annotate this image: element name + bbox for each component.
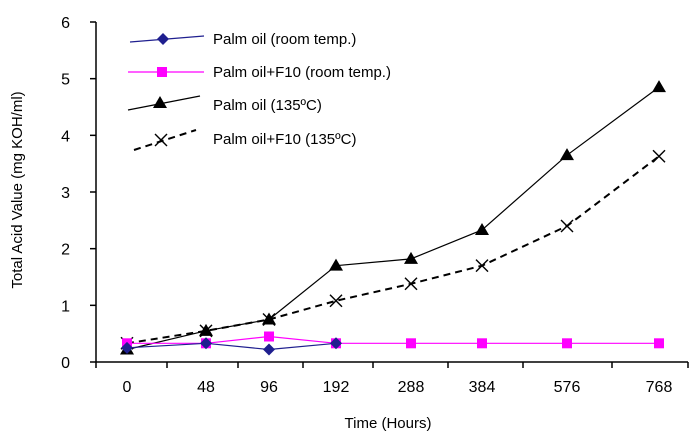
- legend-marker: [157, 33, 169, 45]
- data-point: [121, 341, 133, 354]
- x-tick-label: 768: [646, 379, 673, 396]
- series-line: [127, 335, 659, 344]
- x-axis-title: Time (Hours): [345, 415, 432, 432]
- y-ticks: 0 1 2 3 4 5 6: [61, 15, 96, 372]
- data-point: [652, 80, 666, 93]
- data-point: [406, 338, 416, 349]
- data-point: [264, 331, 274, 342]
- data-point: [200, 337, 212, 350]
- legend-item: Palm oil (room temp.): [129, 31, 356, 48]
- x-tick-label: 192: [323, 379, 350, 396]
- data-point: [330, 337, 342, 350]
- legend-label: Palm oil (room temp.): [213, 31, 356, 48]
- data-point: [475, 222, 489, 235]
- legend-label: Palm oil+F10 (room temp.): [213, 64, 391, 81]
- data-point: [262, 312, 276, 325]
- legend: Palm oil (room temp.) Palm oil+F10 (room …: [127, 31, 391, 151]
- y-tick-label: 4: [61, 128, 70, 145]
- y-tick-label: 3: [61, 185, 70, 202]
- x-tick-label: 288: [398, 379, 425, 396]
- y-tick-label: 1: [61, 298, 70, 315]
- data-point: [329, 294, 343, 308]
- x-tick-label: 96: [260, 379, 278, 396]
- x-tick-label: 48: [197, 379, 215, 396]
- y-tick-label: 0: [61, 355, 70, 372]
- data-point: [404, 277, 418, 291]
- series-3: [120, 80, 666, 355]
- data-point: [329, 258, 343, 271]
- y-tick-label: 2: [61, 242, 70, 259]
- data-point: [560, 219, 574, 233]
- y-axis-title: Total Acid Value (mg KOH/ml): [9, 91, 26, 288]
- x-tick-label: 0: [123, 379, 132, 396]
- legend-item: Palm oil+F10 (135ºC): [133, 129, 356, 151]
- data-point: [263, 343, 275, 356]
- series-line: [126, 342, 337, 351]
- legend-marker: [154, 133, 168, 147]
- data-point: [562, 338, 572, 349]
- data-point: [475, 259, 489, 273]
- data-point: [404, 251, 418, 264]
- x-ticks: 0 48 96 192 288 384 576 768: [95, 362, 689, 396]
- data-point: [477, 338, 487, 349]
- legend-marker: [157, 67, 167, 77]
- series: [120, 80, 666, 356]
- legend-item: Palm oil (135ºC): [127, 95, 322, 114]
- data-point: [560, 148, 574, 161]
- data-point: [652, 149, 666, 163]
- y-tick-label: 6: [61, 15, 70, 32]
- series-4: [120, 149, 666, 350]
- data-point: [199, 323, 213, 336]
- series-line: [126, 86, 660, 351]
- legend-marker: [153, 96, 167, 108]
- legend-line: [133, 129, 197, 151]
- legend-label: Palm oil (135ºC): [213, 97, 322, 114]
- data-point: [654, 338, 664, 349]
- x-tick-label: 384: [469, 379, 496, 396]
- series-line: [126, 155, 660, 345]
- legend-label: Palm oil+F10 (135ºC): [213, 131, 356, 148]
- y-tick-label: 5: [61, 72, 70, 89]
- legend-item: Palm oil+F10 (room temp.): [128, 64, 391, 81]
- axes: [95, 22, 688, 363]
- x-tick-label: 576: [554, 379, 581, 396]
- series-1: [121, 337, 342, 356]
